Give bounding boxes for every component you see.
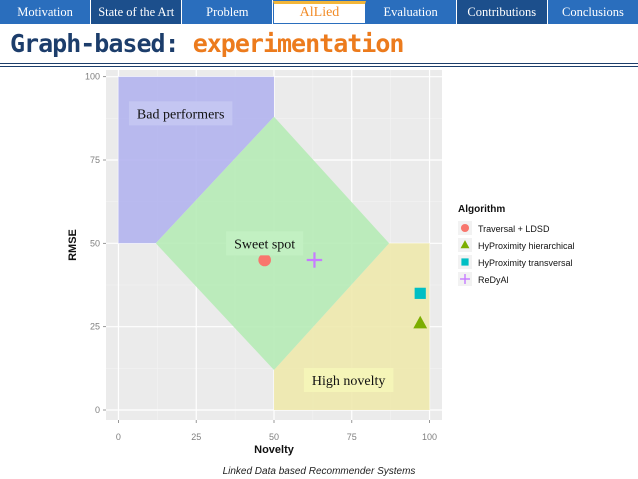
y-tick-label-0: 0 <box>95 405 100 415</box>
x-tick-label-50: 50 <box>269 432 279 442</box>
x-tick-label-75: 75 <box>347 432 357 442</box>
x-tick-label-25: 25 <box>191 432 201 442</box>
slide-footer: Linked Data based Recommender Systems <box>222 466 416 477</box>
data-point-hyproximity-transversal <box>414 287 426 299</box>
bad-performers-label: Bad performers <box>137 107 224 122</box>
x-tick-label-100: 100 <box>422 432 437 442</box>
y-tick-label-25: 25 <box>90 322 100 332</box>
x-tick-label-0: 0 <box>116 432 121 442</box>
title-divider-bottom <box>0 66 638 67</box>
nav-tab-conclusions[interactable]: Conclusions <box>562 5 624 19</box>
section-nav-bar: Motivation State of the Art Problem AlLi… <box>0 0 638 24</box>
legend-key-2 <box>461 258 469 266</box>
data-point-hyproximity-hierarchical <box>413 315 428 329</box>
y-axis-label: RMSE <box>67 229 79 261</box>
nav-tab-allied[interactable]: AlLied <box>273 1 366 24</box>
y-tick-label-50: 50 <box>90 238 100 248</box>
legend-entry-3: ReDyAl <box>478 275 509 285</box>
title-divider-top <box>0 63 638 64</box>
legend-key-0 <box>460 223 470 233</box>
legend-entry-0: Traversal + LDSD <box>478 224 550 234</box>
legend-key-1 <box>460 240 470 249</box>
legend-entry-1: HyProximity hierarchical <box>478 241 575 251</box>
nav-tab-contributions[interactable]: Contributions <box>456 0 548 24</box>
bad-performers-label-box <box>128 101 233 126</box>
sweet-spot-label: Sweet spot <box>234 237 295 252</box>
nav-tab-motivation[interactable]: Motivation <box>0 0 92 24</box>
slide-title: Graph-based: experimentation <box>10 29 405 58</box>
nav-tab-state-of-the-art[interactable]: State of the Art <box>91 0 183 24</box>
sweet-spot-label-box <box>226 231 304 256</box>
nav-tab-problem[interactable]: Problem <box>182 0 274 24</box>
legend-entry-2: HyProximity transversal <box>478 258 573 268</box>
slide-title-part1: Graph-based: <box>10 29 180 58</box>
high-novelty-label-box <box>303 368 394 392</box>
high-novelty-label: High novelty <box>312 374 386 389</box>
y-tick-label-75: 75 <box>90 155 100 165</box>
y-tick-label-100: 100 <box>85 72 100 82</box>
data-point-traversal-ldsd <box>258 253 271 267</box>
nav-tab-evaluation[interactable]: Evaluation <box>366 0 457 24</box>
legend-title: Algorithm <box>458 204 505 215</box>
x-axis-label: Novelty <box>254 444 295 456</box>
slide-title-part2: experimentation <box>192 29 405 58</box>
